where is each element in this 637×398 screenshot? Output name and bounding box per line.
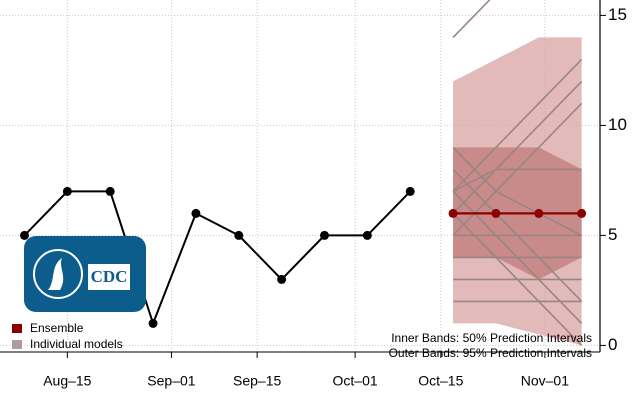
cdc-logo: CDC: [24, 236, 146, 312]
logo-seal: [33, 249, 83, 299]
model-line: [452, 146, 582, 237]
observed-point: [405, 186, 415, 196]
observed-point: [234, 230, 244, 240]
observed-point: [191, 208, 201, 218]
band-note: Inner Bands: 50% Prediction Intervals: [391, 331, 592, 345]
x-tick-label: Oct–15: [418, 373, 463, 389]
observed-line: [23, 190, 411, 327]
y-tick-label: 10: [608, 115, 627, 134]
y-tick-label: 0: [608, 335, 617, 354]
model-line: [452, 0, 491, 38]
logo-text: CDC: [91, 267, 128, 286]
x-tick-label: Sep–01: [147, 373, 195, 389]
plot-area: [19, 0, 587, 346]
legend-swatch: [12, 340, 22, 349]
observed-point: [105, 186, 115, 196]
ensemble-point: [448, 208, 458, 218]
x-tick-label: Oct–01: [333, 373, 378, 389]
ensemble-point: [491, 208, 501, 218]
legend: Ensemble Individual models Inner Bands: 50…: [12, 321, 592, 360]
legend-swatch: [12, 324, 22, 333]
observed-point: [19, 230, 29, 240]
observed-point: [62, 186, 72, 196]
observed-point: [148, 318, 158, 328]
x-tick-label: Aug–15: [43, 373, 91, 389]
axes: 0 5 10 15 Aug–15 Sep–01 Sep–15 Oct–01 Oct–15 Nov–…: [0, 0, 627, 389]
observed-point: [277, 274, 287, 284]
y-tick-label: 5: [608, 225, 617, 244]
band-note: Outer Bands: 95% Prediction Intervals: [389, 346, 592, 360]
ensemble-point: [534, 208, 544, 218]
grid: [0, 0, 600, 352]
x-tick-label: Nov–01: [521, 373, 569, 389]
logo-background: [24, 236, 146, 312]
model-line: [452, 168, 583, 302]
legend-label: Ensemble: [30, 321, 84, 335]
observed-point: [362, 230, 372, 240]
logo-eagle: [48, 258, 64, 290]
legend-label: Individual models: [30, 337, 123, 351]
ensemble-point: [577, 208, 587, 218]
y-tick-label: 15: [608, 5, 627, 24]
model-line: [452, 212, 583, 346]
observed-point: [319, 230, 329, 240]
logo-box: [88, 264, 130, 290]
x-tick-label: Sep–15: [233, 373, 281, 389]
